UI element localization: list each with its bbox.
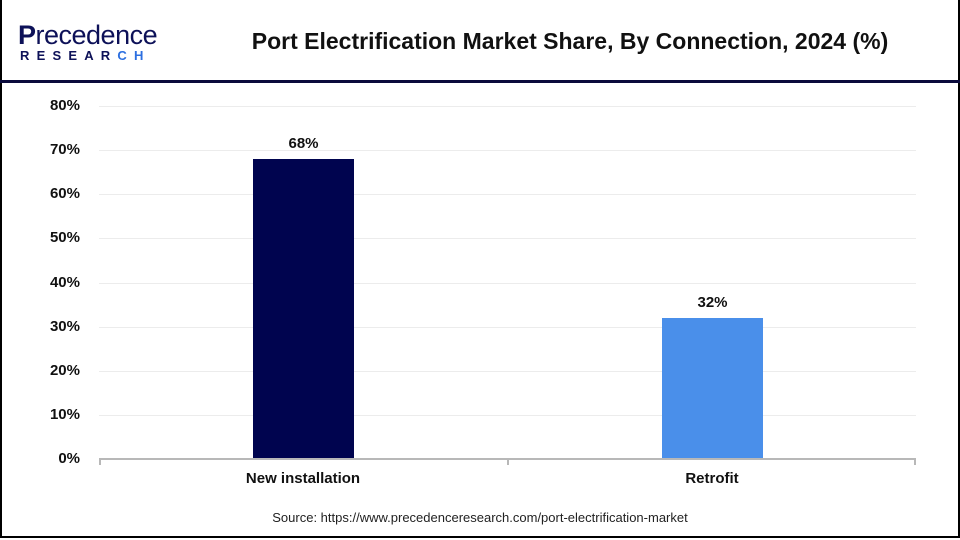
logo-subtitle: RESEARCH: [20, 48, 151, 63]
y-axis-tick-label: 10%: [49, 406, 80, 423]
precedence-research-logo: Precedence RESEARCH: [18, 20, 158, 64]
y-axis-tick-label: 20%: [49, 362, 80, 379]
bar-value-label: 68%: [288, 135, 319, 152]
gridline: [99, 150, 916, 151]
x-axis-tick: [507, 458, 509, 465]
bar-retrofit: [662, 318, 763, 459]
y-axis-tick-label: 70%: [49, 141, 80, 158]
logo-wordmark: Precedence: [18, 20, 158, 50]
source-note: Source: https://www.precedenceresearch.c…: [272, 510, 688, 525]
y-axis-tick-label: 50%: [49, 229, 80, 246]
x-axis-tick: [99, 458, 101, 465]
y-axis-tick-label: 40%: [49, 274, 80, 291]
gridline: [99, 106, 916, 107]
gridline: [99, 283, 916, 284]
gridline: [99, 238, 916, 239]
chart-title: Port Electrification Market Share, By Co…: [251, 28, 889, 54]
gridline: [99, 327, 916, 328]
gridline: [99, 371, 916, 372]
header-divider: [0, 80, 960, 83]
x-axis-tick: [914, 458, 916, 465]
x-axis-category-label: New installation: [245, 470, 361, 487]
gridline: [99, 415, 916, 416]
gridline: [99, 194, 916, 195]
y-axis-tick-label: 0%: [58, 450, 80, 467]
header: Precedence RESEARCH Port Electrification…: [0, 0, 960, 80]
bar-value-label: 32%: [697, 294, 728, 311]
y-axis-tick-label: 60%: [49, 185, 80, 202]
y-axis-tick-label: 30%: [49, 318, 80, 335]
bar-new-installation: [253, 159, 354, 459]
x-axis-category-label: Retrofit: [685, 470, 739, 487]
y-axis-tick-label: 80%: [49, 97, 80, 114]
